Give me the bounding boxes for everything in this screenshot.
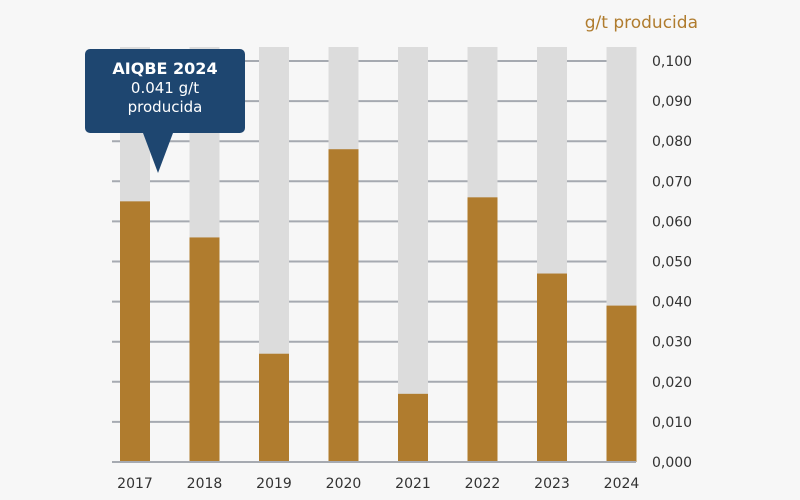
y-axis-unit-label: g/t producida <box>585 13 698 33</box>
bar-2022 <box>467 197 498 462</box>
y-tick-label: 0,080 <box>652 134 692 150</box>
x-tick-label: 2024 <box>604 476 640 492</box>
x-tick-label: 2021 <box>395 476 431 492</box>
y-tick-label: 0,010 <box>652 415 692 431</box>
callout-title: AIQBE 2024 <box>112 59 218 78</box>
y-tick-label: 0,100 <box>652 54 692 70</box>
y-tick-label: 0,040 <box>652 295 692 311</box>
x-tick-label: 2017 <box>117 476 153 492</box>
y-tick-label: 0,030 <box>652 335 692 351</box>
data-bars <box>120 149 637 462</box>
y-tick-label: 0,060 <box>652 214 692 230</box>
bar-2017 <box>120 201 150 462</box>
bar-2024 <box>606 305 637 462</box>
bar-2018 <box>189 237 220 462</box>
annotation-callout: AIQBE 2024 0.041 g/t producida <box>85 49 245 173</box>
background-bar-2021 <box>398 47 428 462</box>
bar-2021 <box>398 393 428 462</box>
callout-unit: producida <box>127 98 203 116</box>
y-tick-label: 0,050 <box>652 255 692 271</box>
x-axis-tick-labels: 2017 2018 2019 2020 2021 2022 2023 2024 <box>117 476 639 492</box>
x-tick-label: 2023 <box>534 476 570 492</box>
x-tick-label: 2020 <box>326 476 362 492</box>
x-tick-label: 2019 <box>256 476 292 492</box>
y-axis-tick-labels: 0,000 0,010 0,020 0,030 0,040 0,050 0,060 0,070… <box>652 54 692 471</box>
bar-2019 <box>259 353 289 462</box>
bar-2020 <box>328 149 359 462</box>
x-tick-label: 2018 <box>187 476 223 492</box>
y-tick-label: 0,090 <box>652 94 692 110</box>
y-tick-label: 0,000 <box>652 455 692 471</box>
y-tick-label: 0,020 <box>652 375 692 391</box>
y-tick-label: 0,070 <box>652 174 692 190</box>
bar-2023 <box>537 273 567 462</box>
x-tick-label: 2022 <box>465 476 501 492</box>
callout-value: 0.041 g/t <box>130 79 200 97</box>
